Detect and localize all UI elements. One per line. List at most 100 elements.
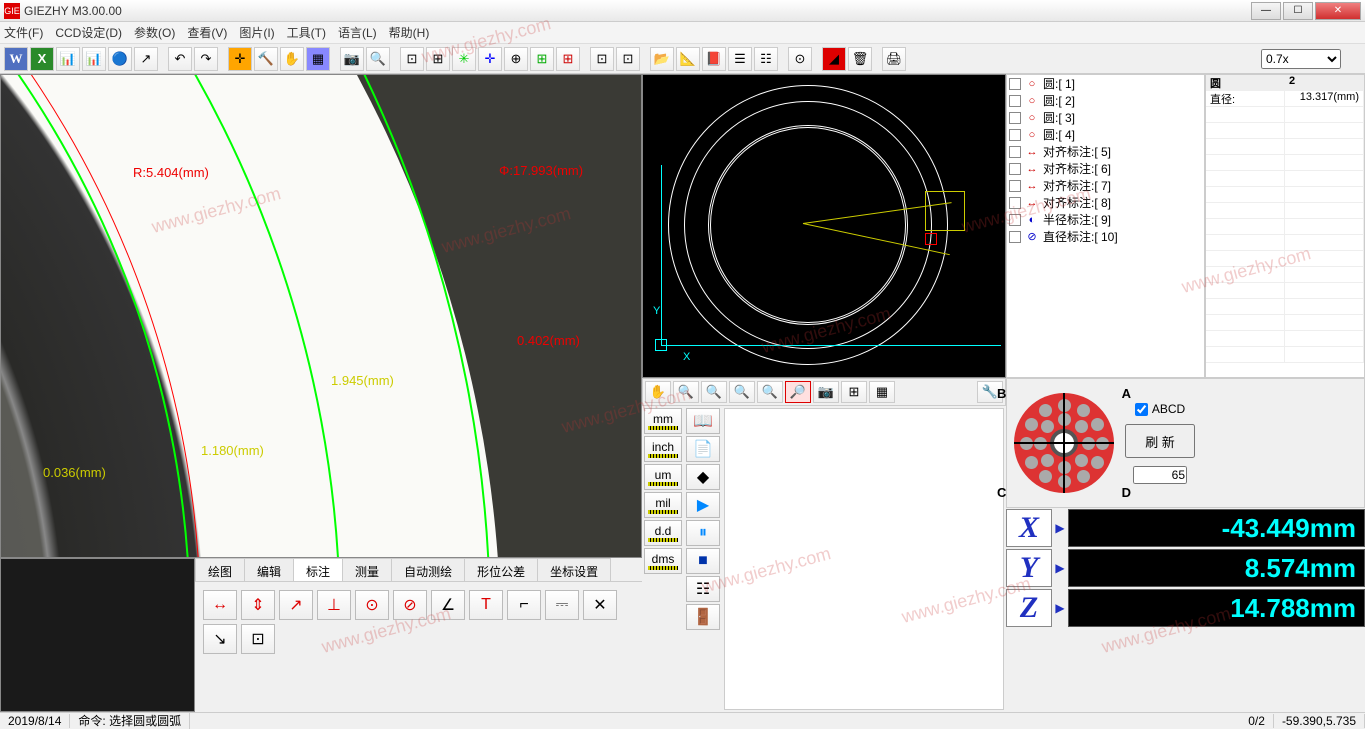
- abcd-checkbox[interactable]: ABCD: [1135, 402, 1185, 416]
- abcd-value-input[interactable]: [1133, 466, 1187, 484]
- menu-item[interactable]: 工具(T): [287, 24, 326, 41]
- unit-mil[interactable]: mil: [644, 492, 682, 518]
- action-btn-5[interactable]: ■: [686, 548, 720, 574]
- cad-tool-7[interactable]: ⊞: [841, 381, 867, 403]
- menu-item[interactable]: 参数(O): [134, 24, 175, 41]
- action-btn-0[interactable]: 📖: [686, 408, 720, 434]
- abcd-dial[interactable]: B A C D: [1011, 390, 1117, 496]
- annotation-tool-12[interactable]: ⊡: [241, 624, 275, 654]
- element-list-item[interactable]: ○圆:[ 1]: [1007, 75, 1204, 92]
- square-icon[interactable]: ⊡: [400, 47, 424, 71]
- menu-item[interactable]: 查看(V): [187, 24, 227, 41]
- window-icon[interactable]: ⊞: [426, 47, 450, 71]
- crosshair-icon[interactable]: ✛: [228, 47, 252, 71]
- hand-icon[interactable]: ✋: [280, 47, 304, 71]
- tab-2[interactable]: 标注: [293, 558, 343, 581]
- annotation-tool-11[interactable]: ↘: [203, 624, 237, 654]
- excel-export-icon[interactable]: X: [30, 47, 54, 71]
- corner-icon[interactable]: ◢: [822, 47, 846, 71]
- annotation-tool-7[interactable]: T: [469, 590, 503, 620]
- grid-icon[interactable]: ▦: [306, 47, 330, 71]
- action-btn-7[interactable]: 🚪: [686, 604, 720, 630]
- element-list-item[interactable]: ◐半径标注:[ 9]: [1007, 211, 1204, 228]
- minimize-button[interactable]: —: [1251, 2, 1281, 20]
- chart-icon[interactable]: 📊: [56, 47, 80, 71]
- annotation-tool-2[interactable]: ↗: [279, 590, 313, 620]
- element-list-item[interactable]: ↔对齐标注:[ 5]: [1007, 143, 1204, 160]
- action-btn-6[interactable]: ☷: [686, 576, 720, 602]
- redo-icon[interactable]: ↷: [194, 47, 218, 71]
- action-btn-3[interactable]: ▶: [686, 492, 720, 518]
- list2-icon[interactable]: ☷: [754, 47, 778, 71]
- cad-tool-8[interactable]: ▦: [869, 381, 895, 403]
- bar-chart-icon[interactable]: 📊: [82, 47, 106, 71]
- annotation-tool-5[interactable]: ⊘: [393, 590, 427, 620]
- tab-1[interactable]: 编辑: [244, 558, 294, 581]
- thumbnail-view[interactable]: [0, 558, 195, 712]
- arrow-icon[interactable]: ↗: [134, 47, 158, 71]
- element-list-item[interactable]: ↔对齐标注:[ 7]: [1007, 177, 1204, 194]
- menu-item[interactable]: CCD设定(D): [55, 24, 122, 41]
- cad-tool-0[interactable]: ✋: [645, 381, 671, 403]
- tab-6[interactable]: 坐标设置: [537, 558, 611, 581]
- maximize-button[interactable]: ☐: [1283, 2, 1313, 20]
- cad-tool-6[interactable]: 📷: [813, 381, 839, 403]
- open-icon[interactable]: 📂: [650, 47, 674, 71]
- circle-icon[interactable]: 🔵: [108, 47, 132, 71]
- cad-tool-5[interactable]: 🔎: [785, 381, 811, 403]
- tab-3[interactable]: 测量: [342, 558, 392, 581]
- chevron-right-icon[interactable]: ▶: [1052, 601, 1068, 615]
- cad-tool-1[interactable]: 🔍: [673, 381, 699, 403]
- annotation-tool-9[interactable]: ⎓: [545, 590, 579, 620]
- element-list-item[interactable]: ○圆:[ 3]: [1007, 109, 1204, 126]
- action-btn-4[interactable]: ⏸: [686, 520, 720, 546]
- list-icon[interactable]: ☰: [728, 47, 752, 71]
- word-export-icon[interactable]: W: [4, 47, 28, 71]
- zoom-icon[interactable]: 🔍: [366, 47, 390, 71]
- cross-icon[interactable]: ✛: [478, 47, 502, 71]
- camera-icon[interactable]: 📷: [340, 47, 364, 71]
- tab-5[interactable]: 形位公差: [464, 558, 538, 581]
- menu-item[interactable]: 文件(F): [4, 24, 43, 41]
- refresh-button[interactable]: 刷 新: [1125, 424, 1195, 458]
- undo-icon[interactable]: ↶: [168, 47, 192, 71]
- book-icon[interactable]: 📕: [702, 47, 726, 71]
- chevron-right-icon[interactable]: ▶: [1052, 561, 1068, 575]
- grid2-icon[interactable]: ⊞: [530, 47, 554, 71]
- chevron-right-icon[interactable]: ▶: [1052, 521, 1068, 535]
- element-list-item[interactable]: ↔对齐标注:[ 6]: [1007, 160, 1204, 177]
- ruler-icon[interactable]: 📐: [676, 47, 700, 71]
- element-list[interactable]: ○圆:[ 1]○圆:[ 2]○圆:[ 3]○圆:[ 4]↔对齐标注:[ 5]↔对…: [1006, 74, 1205, 378]
- element-list-item[interactable]: ○圆:[ 4]: [1007, 126, 1204, 143]
- star-icon[interactable]: ✳: [452, 47, 476, 71]
- target-icon[interactable]: ⊕: [504, 47, 528, 71]
- close-button[interactable]: ✕: [1315, 2, 1361, 20]
- annotation-tool-1[interactable]: ⇕: [241, 590, 275, 620]
- unit-inch[interactable]: inch: [644, 436, 682, 462]
- camera-view[interactable]: Φ:17.993(mm)R:5.404(mm)0.402(mm)1.945(mm…: [0, 74, 642, 558]
- cad-tool-3[interactable]: 🔍: [729, 381, 755, 403]
- zoom-select[interactable]: 0.7x: [1261, 49, 1341, 69]
- annotation-tool-6[interactable]: ∠: [431, 590, 465, 620]
- trash-icon[interactable]: 🗑: [848, 47, 872, 71]
- element-list-item[interactable]: ○圆:[ 2]: [1007, 92, 1204, 109]
- annotation-tool-3[interactable]: ⊥: [317, 590, 351, 620]
- circle2-icon[interactable]: ⊙: [788, 47, 812, 71]
- tab-4[interactable]: 自动测绘: [391, 558, 465, 581]
- rect-icon[interactable]: ⊡: [590, 47, 614, 71]
- element-list-item[interactable]: ↔对齐标注:[ 8]: [1007, 194, 1204, 211]
- menu-item[interactable]: 帮助(H): [389, 24, 430, 41]
- hammer-icon[interactable]: 🔨: [254, 47, 278, 71]
- cad-tool-2[interactable]: 🔍: [701, 381, 727, 403]
- annotation-tool-0[interactable]: ↔: [203, 590, 237, 620]
- annotation-tool-4[interactable]: ⊙: [355, 590, 389, 620]
- unit-dms[interactable]: dms: [644, 548, 682, 574]
- annotation-tool-10[interactable]: ✕: [583, 590, 617, 620]
- annotation-tool-8[interactable]: ⌐: [507, 590, 541, 620]
- action-btn-1[interactable]: 📄: [686, 436, 720, 462]
- tab-0[interactable]: 绘图: [195, 558, 245, 581]
- menu-item[interactable]: 图片(I): [239, 24, 274, 41]
- cad-tool-4[interactable]: 🔍: [757, 381, 783, 403]
- element-list-item[interactable]: ⊘直径标注:[ 10]: [1007, 228, 1204, 245]
- cad-view[interactable]: X Y: [642, 74, 1006, 378]
